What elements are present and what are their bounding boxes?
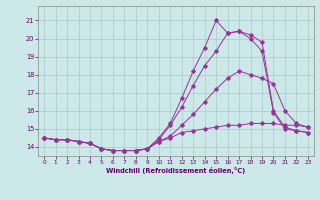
- X-axis label: Windchill (Refroidissement éolien,°C): Windchill (Refroidissement éolien,°C): [106, 167, 246, 174]
